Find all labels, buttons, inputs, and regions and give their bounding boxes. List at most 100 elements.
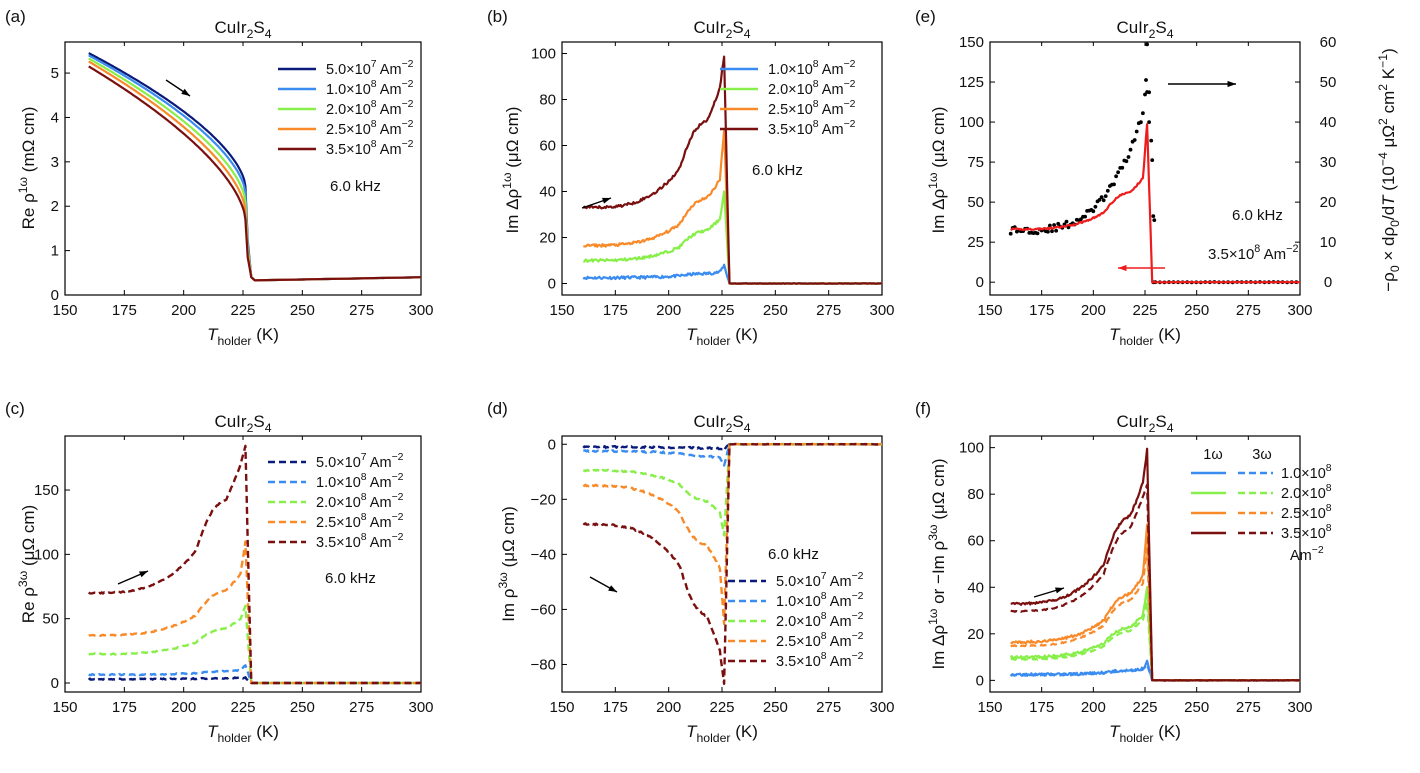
series-line-2.0e8	[88, 604, 422, 685]
text-part: Am	[367, 495, 392, 511]
text-part: 4	[744, 27, 751, 41]
text-part: holder	[1119, 334, 1153, 348]
text-part: 5.0×10	[776, 574, 821, 590]
y-tick-label: 80	[967, 486, 984, 503]
legend-label: 2.5×108 Am−2	[326, 119, 414, 138]
x-tick-label: 250	[763, 699, 788, 716]
text-part: 3.5×10	[326, 142, 371, 158]
data-dot	[1139, 120, 1143, 125]
text-part: 8	[371, 99, 377, 110]
data-dot	[1054, 228, 1058, 233]
series-line-2.0e8	[583, 190, 883, 285]
series-line-3.5e8	[582, 55, 883, 285]
y-tick-label: 40	[967, 579, 984, 596]
panel-letter: (b)	[487, 7, 508, 26]
text-part: 2	[1149, 27, 1156, 41]
frequency-annotation: 6.0 kHz	[752, 162, 803, 179]
text-part: Am	[1290, 548, 1312, 564]
chart-title: CuIr2S4	[214, 412, 271, 435]
text-part: 2	[247, 421, 254, 435]
data-dot	[1145, 42, 1149, 47]
text-part: −2	[1312, 545, 1324, 556]
y-tick-label: 80	[539, 92, 556, 109]
text-part: 8	[821, 591, 827, 602]
series-line-1w-1.0e8	[1009, 659, 1301, 682]
data-dot	[1008, 231, 1013, 236]
text-part: μΩ	[1379, 125, 1398, 152]
text-part: −ρ	[1379, 272, 1398, 292]
legend-header-3w: 3ω	[1252, 447, 1271, 463]
text-part: (10	[1379, 166, 1398, 195]
text-part: 2.5×10	[1281, 506, 1326, 522]
text-part: 5.0×10	[326, 62, 371, 78]
text-part: −2	[392, 512, 404, 523]
text-part: Im ρ	[499, 589, 518, 622]
text-part: Am	[377, 102, 402, 118]
y-tick-label: 150	[34, 482, 59, 499]
x-tick-label: 300	[1287, 302, 1312, 319]
text-part: S	[1155, 18, 1166, 37]
data-dot	[1064, 219, 1069, 224]
x-tick-label: 175	[1029, 699, 1054, 716]
text-part: 8	[813, 99, 819, 110]
data-dot	[1101, 198, 1106, 203]
y-tick-label: 2	[51, 198, 59, 215]
text-part: Am	[827, 594, 852, 610]
text-part: 8	[821, 651, 827, 662]
text-part: 2	[1376, 84, 1390, 91]
text-part: CuIr	[1116, 412, 1148, 431]
text-part: 4	[265, 421, 272, 435]
text-part: CuIr	[693, 412, 725, 431]
x-tick-label: 250	[763, 302, 788, 319]
text-part: (K)	[731, 325, 758, 344]
chart-title: CuIr2S4	[1116, 412, 1173, 435]
text-part: −2	[402, 99, 414, 110]
frequency-annotation: 6.0 kHz	[325, 570, 376, 587]
x-tick-label: 300	[1287, 699, 1312, 716]
text-part: S	[732, 18, 743, 37]
x-tick-label: 275	[1236, 302, 1261, 319]
x-tick-label: 150	[52, 302, 77, 319]
series-line-1.0e8	[583, 442, 883, 467]
data-dot	[1091, 209, 1096, 214]
data-dot	[1145, 90, 1149, 94]
data-dot	[1144, 78, 1148, 82]
text-part: Am	[367, 515, 392, 531]
text-part: CuIr	[693, 18, 725, 37]
y-tick-label: 0	[548, 276, 556, 293]
panel-d: 150 175 200 225 250 275 300 0 −20 −40 −60 −80 Tholde…	[496, 412, 895, 745]
data-dot	[1114, 174, 1118, 179]
text-part: 2	[726, 27, 733, 41]
y-tick-label: 4	[51, 109, 59, 126]
y-axis-label: Im Δρ1ω or −Im ρ3ω (μΩ cm)	[926, 458, 948, 669]
text-part: −2	[852, 631, 864, 642]
text-part: (K)	[1154, 722, 1181, 741]
chart-title: CuIr2S4	[693, 18, 750, 41]
text-part: holder	[696, 334, 730, 348]
legend-label: 2.0×108 Am−2	[316, 492, 404, 511]
x-tick-label: 225	[1132, 699, 1157, 716]
data-dot	[1116, 170, 1120, 175]
text-part: 1.0×10	[1281, 466, 1326, 482]
text-part: (K)	[1154, 325, 1181, 344]
y-tick-label: −20	[531, 491, 556, 508]
text-part: (μΩ cm)	[499, 506, 518, 572]
y-tick-label: 0	[976, 274, 984, 291]
text-part: (μΩ cm)	[503, 107, 522, 173]
text-part: Re ρ	[19, 193, 38, 229]
x-tick-label: 250	[1184, 302, 1209, 319]
text-part: 0	[1388, 220, 1402, 227]
legend-label: 2.5×108	[1281, 503, 1332, 522]
x-tick-label: 175	[603, 699, 628, 716]
frequency-annotation: 6.0 kHz	[768, 546, 819, 563]
x-tick-label: 200	[1081, 302, 1106, 319]
y-axis-label: Im Δρ1ω (μΩ cm)	[926, 107, 948, 234]
data-dot	[1050, 229, 1054, 234]
y-right-tick-label: 20	[1320, 194, 1337, 211]
series-line-red	[1010, 123, 1301, 284]
x-tick-label: 300	[869, 302, 894, 319]
text-part: 8	[813, 59, 819, 70]
y-tick-label: 100	[959, 114, 984, 131]
text-part: holder	[217, 731, 251, 745]
panel-b: 150 175 200 225 250 275 300 0 20 40 60 80 100 Tholder…	[500, 18, 895, 348]
